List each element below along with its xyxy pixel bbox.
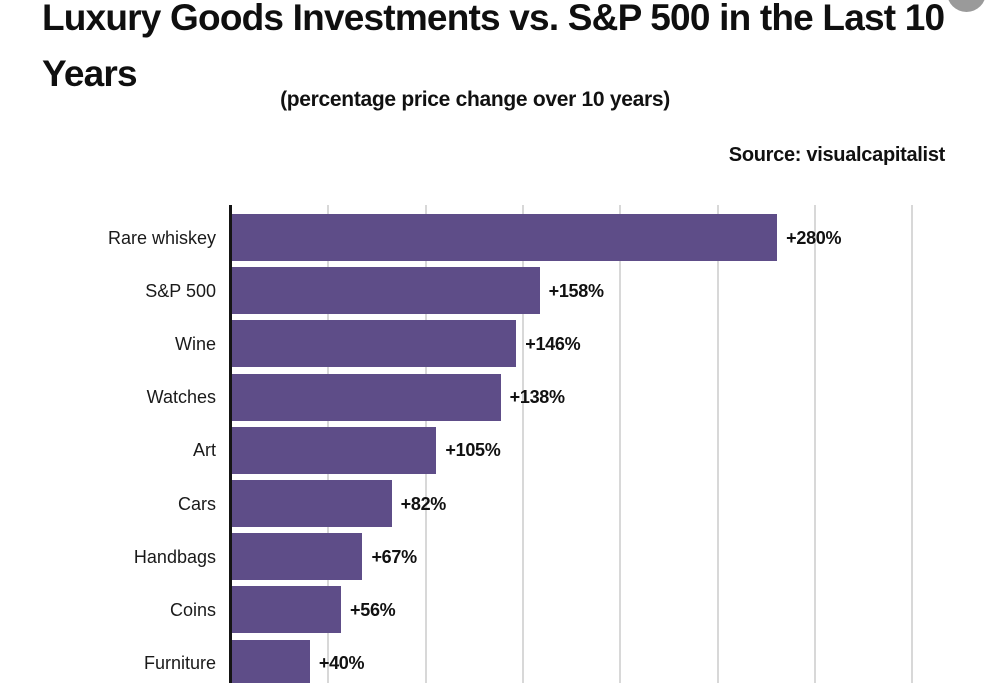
bar bbox=[232, 214, 778, 261]
bar-value-label: +158% bbox=[548, 280, 604, 301]
bar-chart: Rare whiskey +280% S&P 500 +158% Wine +146% Wa… bbox=[0, 205, 1000, 683]
category-label: Coins bbox=[169, 599, 216, 620]
gridline-150pct bbox=[522, 205, 525, 683]
gridline-350pct bbox=[911, 205, 914, 683]
gridline-300pct bbox=[814, 205, 817, 683]
bar bbox=[232, 320, 517, 368]
bar-value-label: +105% bbox=[445, 440, 501, 461]
bar bbox=[232, 426, 437, 474]
bar-value-label: +280% bbox=[786, 227, 842, 248]
y-axis-line bbox=[229, 205, 232, 683]
gridline-250pct bbox=[716, 205, 719, 683]
category-label: Art bbox=[192, 440, 216, 461]
bar bbox=[232, 533, 363, 581]
bar-value-label: +82% bbox=[400, 493, 447, 514]
gridline-200pct bbox=[619, 205, 622, 683]
bar-value-label: +40% bbox=[318, 653, 365, 674]
source-attribution: Source: visualcapitalist bbox=[728, 144, 946, 166]
category-label: S&P 500 bbox=[145, 280, 216, 301]
category-label: Handbags bbox=[133, 546, 216, 567]
bar-value-label: +56% bbox=[350, 599, 396, 620]
bar bbox=[232, 480, 392, 527]
category-label: Rare whiskey bbox=[107, 227, 216, 248]
bar bbox=[232, 586, 342, 634]
bar-value-label: +146% bbox=[525, 333, 581, 354]
bar bbox=[232, 267, 540, 315]
category-label: Furniture bbox=[143, 653, 216, 674]
category-label: Cars bbox=[177, 493, 216, 514]
bar-value-label: +138% bbox=[509, 387, 565, 408]
chart-subtitle: (percentage price change over 10 years) bbox=[280, 88, 670, 111]
title-line-1: Luxury Goods Investments vs. S&P 500 in … bbox=[42, 0, 945, 38]
page-title: Luxury Goods Investments vs. S&P 500 in … bbox=[42, 0, 972, 102]
bar bbox=[232, 373, 501, 421]
category-label: Watches bbox=[146, 387, 216, 408]
title-line-2: Years bbox=[42, 53, 138, 94]
category-label: Wine bbox=[174, 333, 216, 354]
bar bbox=[232, 639, 310, 683]
watermark-circle bbox=[947, 0, 986, 12]
bar-value-label: +67% bbox=[371, 546, 417, 567]
